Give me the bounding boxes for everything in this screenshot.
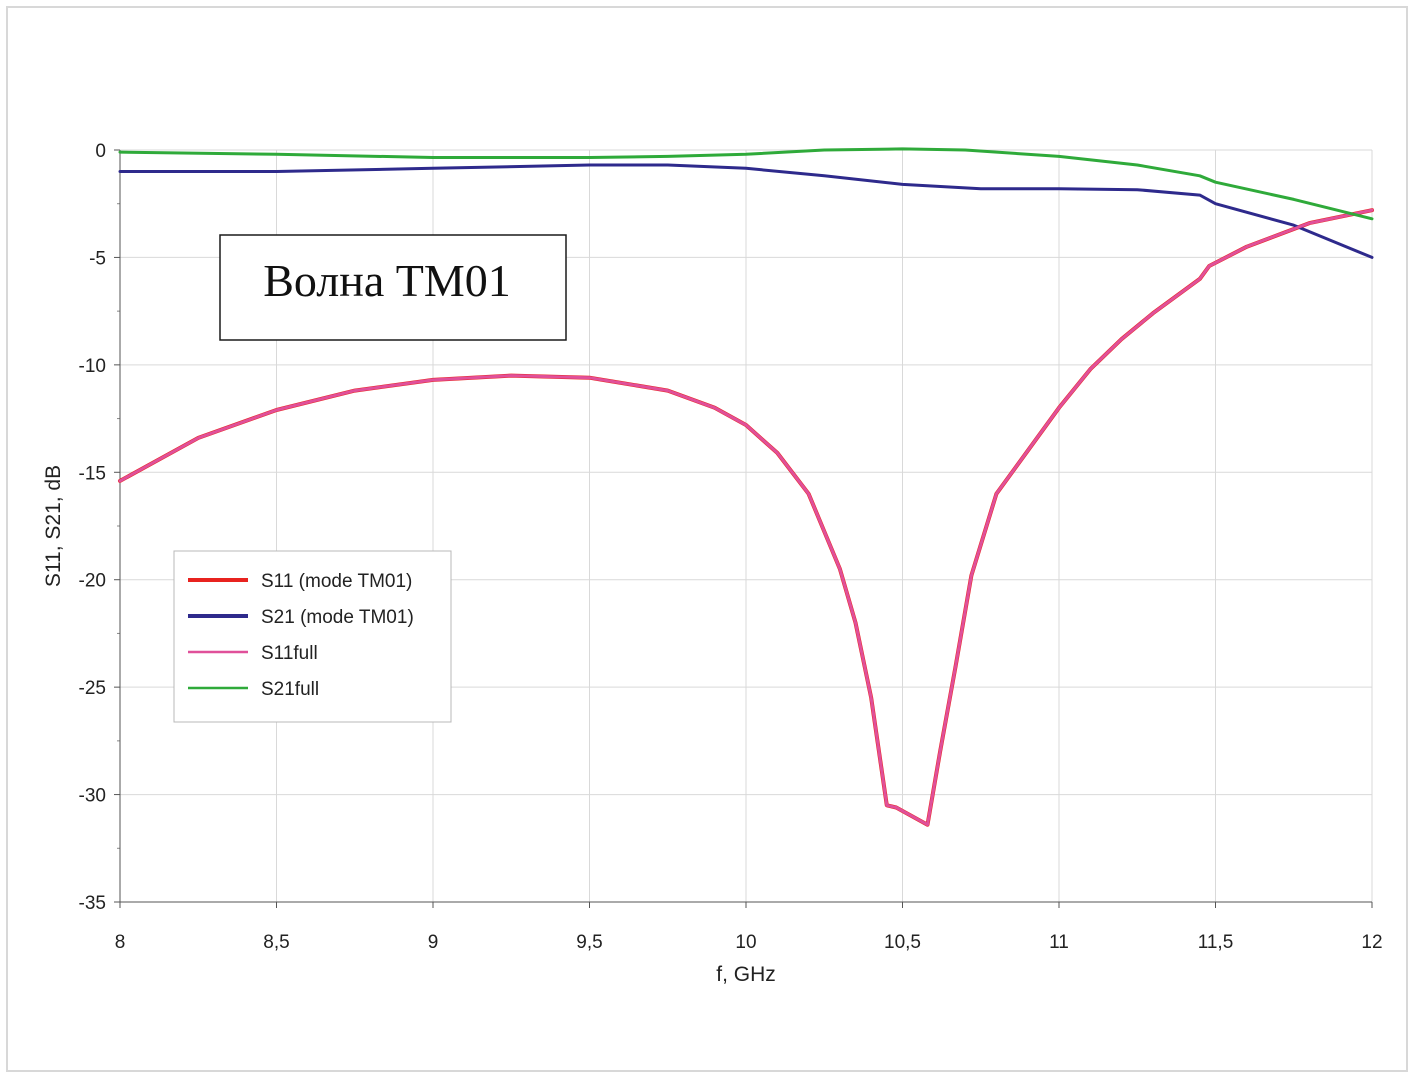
- y-tick-label: -10: [79, 356, 106, 377]
- legend: S11 (mode TM01) S21 (mode TM01) S11full S21…: [173, 550, 452, 723]
- y-tick-label: -30: [79, 786, 106, 807]
- x-tick-label: 11,5: [1198, 932, 1234, 953]
- series-line-s21-mode-tm01: [118, 163, 1374, 259]
- x-tick-label: 12: [1361, 932, 1382, 953]
- axes: 8 8,5 9 9,5 10 10,5 11 11,5 12 0 -5 -10 -15 -20 -25 -30…: [79, 141, 1383, 953]
- x-tick-label: 8: [115, 932, 126, 953]
- x-axis-label: f, GHz: [716, 963, 776, 986]
- y-axis-label: S11, S21, dB: [42, 465, 65, 587]
- x-tick-label: 11: [1049, 932, 1069, 953]
- series: [118, 147, 1374, 827]
- annotation-box: Волна TM01: [219, 234, 567, 341]
- series-line-s21full: [118, 147, 1374, 221]
- legend-label: S21 (mode TM01): [261, 607, 414, 628]
- y-tick-label: -25: [79, 678, 106, 699]
- x-tick-label: 8,5: [263, 932, 289, 953]
- y-tick-label: -5: [89, 248, 106, 269]
- legend-label: S11 (mode TM01): [261, 571, 412, 592]
- y-tick-label: -15: [79, 463, 106, 484]
- x-tick-label: 9,5: [576, 932, 602, 953]
- y-tick-label: 0: [95, 141, 106, 162]
- y-tick-label: -35: [79, 893, 106, 914]
- legend-label: S11full: [261, 643, 318, 664]
- y-tick-label: -20: [79, 571, 106, 592]
- annotation-text: Волна TM01: [263, 255, 511, 306]
- series-line-s11full: [118, 208, 1374, 827]
- x-tick-label: 10: [735, 932, 756, 953]
- x-tick-label: 10,5: [884, 932, 921, 953]
- legend-label: S21full: [261, 679, 319, 700]
- x-tick-label: 9: [428, 932, 439, 953]
